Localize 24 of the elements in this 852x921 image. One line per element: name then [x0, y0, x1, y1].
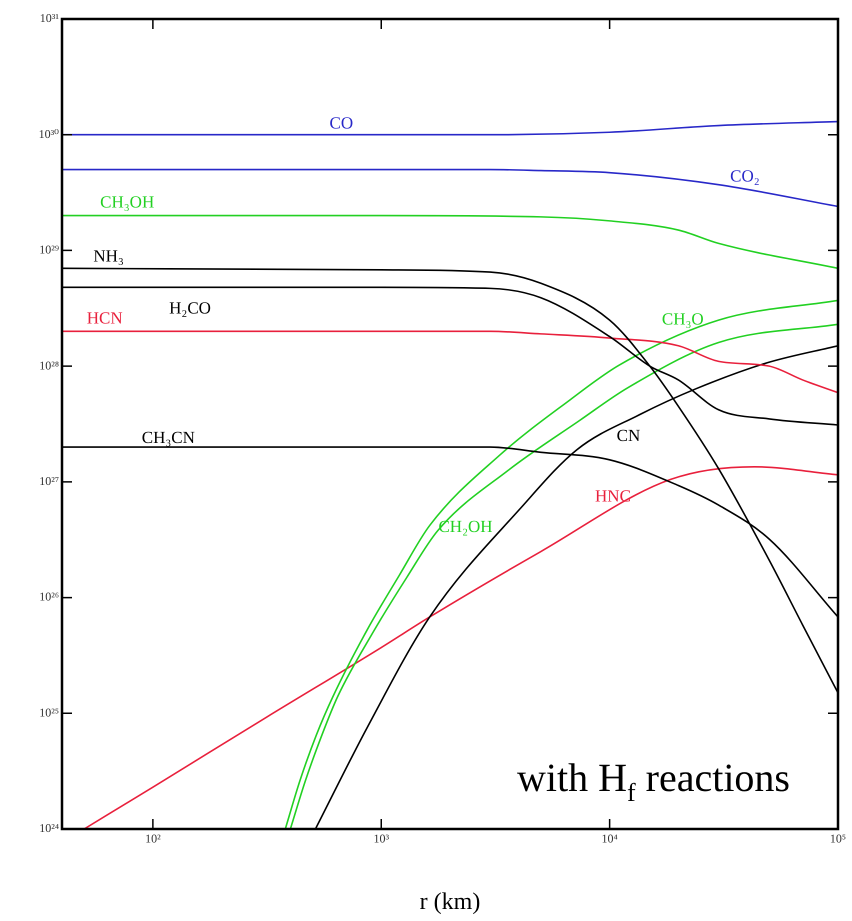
y-tick-label: 10²⁹	[39, 242, 59, 257]
y-tick-label: 10²⁸	[39, 358, 59, 372]
x-tick-label: 10⁴	[602, 831, 618, 846]
x-tick-label: 10⁵	[830, 831, 846, 846]
series-label: CN	[616, 426, 640, 445]
series-label: H₂CO	[169, 298, 211, 318]
series-label: CO₂	[730, 166, 760, 186]
y-tick-label: 10²⁵	[39, 705, 59, 720]
x-tick-label: 10²	[145, 831, 162, 846]
y-tick-label: 10²⁷	[39, 474, 59, 488]
y-tick-label: 10³⁰	[38, 126, 60, 141]
x-tick-label: 10³	[373, 831, 390, 846]
series-label: HNC	[595, 486, 631, 506]
series-label: CO	[330, 114, 354, 133]
series-label: CH₃O	[662, 309, 704, 328]
y-tick-label: 10²⁴	[39, 821, 59, 836]
y-tick-label: 10²⁶	[39, 590, 59, 604]
series-label: CH₂OH	[438, 516, 493, 536]
x-axis-title: r (km)	[420, 888, 480, 915]
series-label: NH₃	[93, 246, 124, 266]
series-label: HCN	[86, 308, 123, 328]
y-tick-label: 10³¹	[40, 11, 60, 26]
series-label: CH₃CN	[142, 428, 195, 448]
series-label: CH₃OH	[100, 192, 154, 212]
